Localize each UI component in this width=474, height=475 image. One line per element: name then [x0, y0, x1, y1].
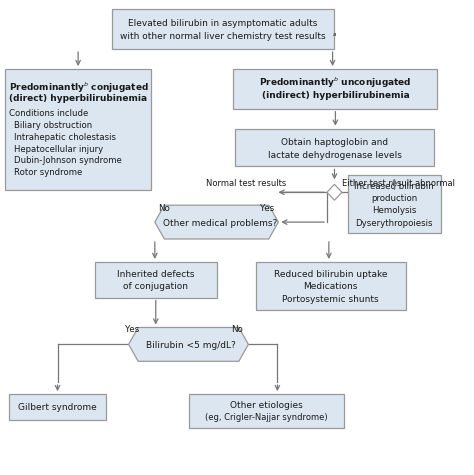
Text: Rotor syndrome: Rotor syndrome — [15, 169, 83, 177]
Text: Other medical problems?: Other medical problems? — [163, 218, 277, 228]
Text: production: production — [371, 194, 418, 203]
Text: Hemolysis: Hemolysis — [372, 206, 417, 215]
Text: (eg, Crigler-Najjar syndrome): (eg, Crigler-Najjar syndrome) — [205, 413, 328, 422]
FancyBboxPatch shape — [95, 262, 217, 298]
Text: Yes: Yes — [125, 325, 139, 334]
Text: Yes: Yes — [260, 204, 274, 213]
Text: Dubin-Johnson syndrome: Dubin-Johnson syndrome — [15, 156, 122, 165]
Text: (indirect) hyperbilirubinemia: (indirect) hyperbilirubinemia — [262, 91, 409, 100]
Polygon shape — [327, 184, 342, 200]
FancyBboxPatch shape — [256, 262, 406, 310]
Text: Biliary obstruction: Biliary obstruction — [15, 121, 92, 130]
Text: No: No — [158, 204, 170, 213]
Text: Portosystemic shunts: Portosystemic shunts — [283, 295, 379, 304]
Text: Intrahepatic cholestasis: Intrahepatic cholestasis — [15, 133, 117, 142]
Text: Other etiologies: Other etiologies — [230, 400, 302, 409]
Polygon shape — [128, 327, 248, 361]
Text: Obtain haptoglobin and: Obtain haptoglobin and — [281, 138, 388, 147]
Text: Either test result abnormal: Either test result abnormal — [342, 179, 455, 188]
Text: Conditions include: Conditions include — [9, 109, 88, 118]
FancyBboxPatch shape — [347, 175, 441, 233]
Text: Dyserythropoiesis: Dyserythropoiesis — [356, 218, 433, 228]
Text: Increased bilirubin: Increased bilirubin — [355, 182, 434, 191]
Text: Predominantly$^b$ unconjugated: Predominantly$^b$ unconjugated — [259, 76, 412, 90]
Polygon shape — [155, 205, 278, 239]
Text: (direct) hyperbilirubinemia: (direct) hyperbilirubinemia — [9, 94, 147, 103]
Text: Hepatocellular injury: Hepatocellular injury — [15, 144, 104, 153]
Text: Bilirubin <5 mg/dL?: Bilirubin <5 mg/dL? — [146, 341, 235, 350]
Text: Reduced bilirubin uptake: Reduced bilirubin uptake — [274, 270, 387, 279]
FancyBboxPatch shape — [9, 394, 106, 420]
Text: Predominantly$^b$ conjugated: Predominantly$^b$ conjugated — [9, 81, 149, 95]
Text: lactate dehydrogenase levels: lactate dehydrogenase levels — [267, 151, 401, 160]
FancyBboxPatch shape — [235, 129, 434, 166]
Text: of conjugation: of conjugation — [123, 282, 188, 291]
Text: with other normal liver chemistry test results: with other normal liver chemistry test r… — [120, 32, 326, 41]
Text: Gilbert syndrome: Gilbert syndrome — [18, 402, 97, 411]
Text: Medications: Medications — [303, 282, 358, 291]
Text: Normal test results: Normal test results — [206, 179, 286, 188]
FancyBboxPatch shape — [5, 69, 151, 190]
Text: Elevated bilirubin in asymptomatic adults: Elevated bilirubin in asymptomatic adult… — [128, 19, 318, 28]
FancyBboxPatch shape — [112, 10, 335, 49]
Text: No: No — [231, 325, 243, 334]
FancyBboxPatch shape — [189, 394, 344, 428]
FancyBboxPatch shape — [233, 69, 438, 109]
Text: Inherited defects: Inherited defects — [117, 270, 194, 279]
Text: $^a$: $^a$ — [332, 32, 337, 41]
